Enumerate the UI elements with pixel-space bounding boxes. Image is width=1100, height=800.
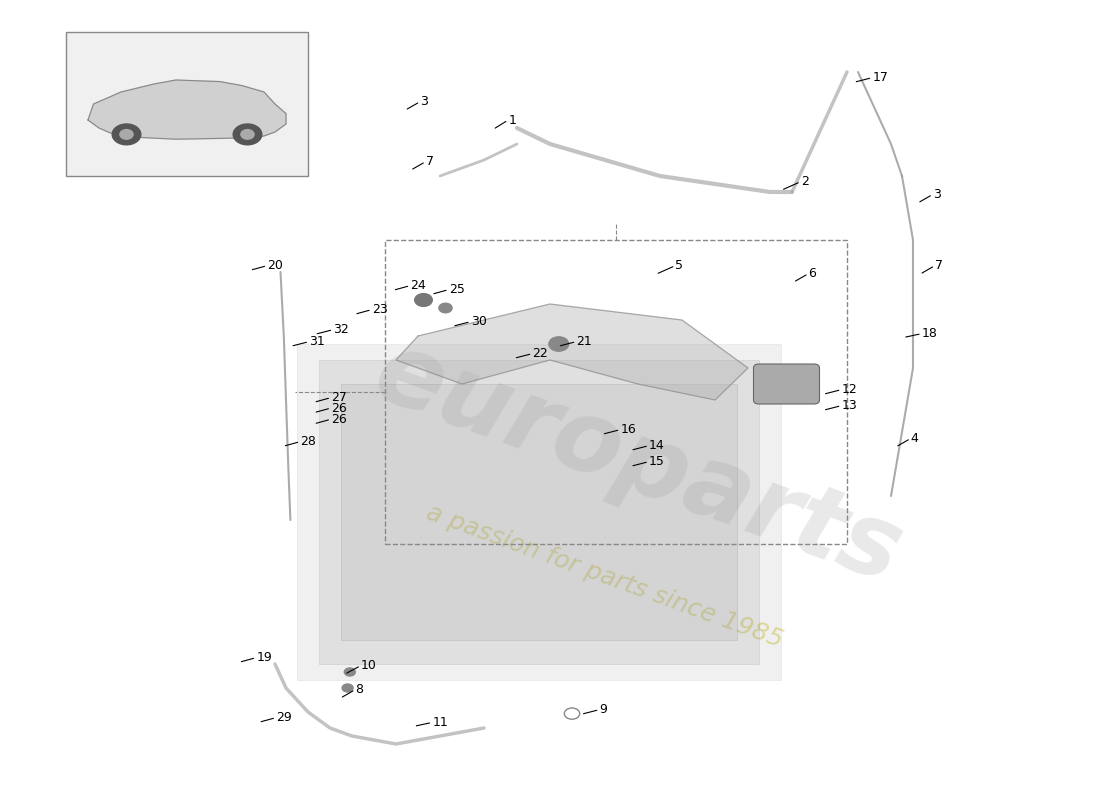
Text: 13: 13 [842, 399, 857, 412]
Text: 2: 2 [801, 175, 808, 188]
Text: 27: 27 [331, 391, 346, 404]
Circle shape [120, 130, 133, 139]
Text: 22: 22 [532, 347, 548, 360]
Text: 7: 7 [426, 155, 433, 168]
Text: 20: 20 [267, 259, 283, 272]
Text: 7: 7 [935, 259, 943, 272]
Text: a passion for parts since 1985: a passion for parts since 1985 [424, 500, 786, 652]
Polygon shape [396, 304, 748, 400]
Text: 3: 3 [420, 95, 428, 108]
Text: 5: 5 [675, 259, 683, 272]
Text: 30: 30 [471, 315, 486, 328]
Circle shape [344, 668, 355, 676]
Text: 3: 3 [933, 188, 940, 201]
Text: 4: 4 [911, 432, 918, 445]
Text: 10: 10 [361, 659, 376, 672]
Text: 17: 17 [872, 71, 888, 84]
Text: 24: 24 [410, 279, 426, 292]
Text: 32: 32 [333, 323, 349, 336]
Text: 21: 21 [576, 335, 592, 348]
Bar [385, 240, 847, 544]
Text: 8: 8 [355, 683, 363, 696]
Text: 28: 28 [300, 435, 316, 448]
Polygon shape [297, 344, 781, 680]
Text: 26: 26 [331, 402, 346, 414]
Polygon shape [319, 360, 759, 664]
Circle shape [241, 130, 254, 139]
Polygon shape [88, 80, 286, 139]
Text: 16: 16 [620, 423, 636, 436]
Text: 29: 29 [276, 711, 292, 724]
Circle shape [233, 124, 262, 145]
Bar [66, 32, 308, 176]
Text: 14: 14 [649, 439, 664, 452]
Circle shape [549, 337, 569, 351]
Text: 15: 15 [649, 455, 664, 468]
Text: 25: 25 [449, 283, 464, 296]
Polygon shape [341, 384, 737, 640]
Circle shape [342, 684, 353, 692]
Text: 31: 31 [309, 335, 324, 348]
Text: 18: 18 [922, 327, 937, 340]
Text: 12: 12 [842, 383, 857, 396]
Circle shape [439, 303, 452, 313]
Circle shape [112, 124, 141, 145]
FancyBboxPatch shape [754, 364, 820, 404]
Text: 19: 19 [256, 651, 272, 664]
Text: 6: 6 [808, 267, 816, 280]
Text: 23: 23 [372, 303, 387, 316]
Text: 26: 26 [331, 413, 346, 426]
Text: 1: 1 [508, 114, 516, 126]
Text: 9: 9 [600, 703, 607, 716]
Circle shape [415, 294, 432, 306]
Text: 11: 11 [432, 716, 448, 729]
Text: europarts: europarts [362, 324, 914, 604]
